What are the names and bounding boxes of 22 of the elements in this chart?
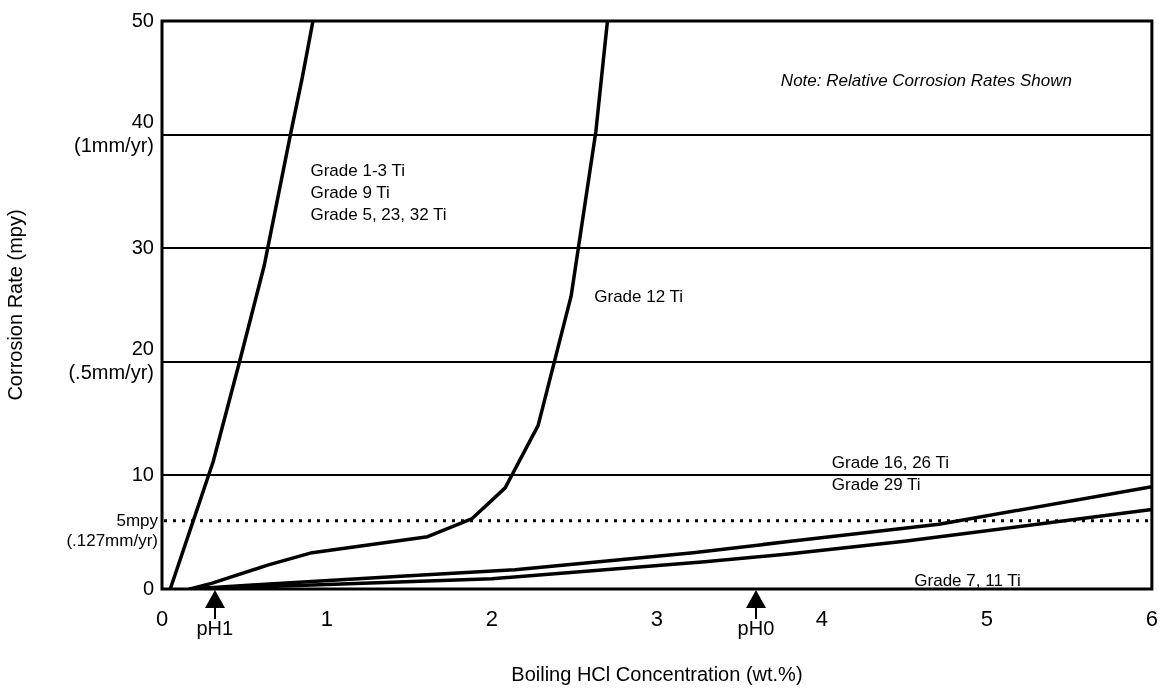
x-tick-label: 3 (650, 606, 664, 632)
x-tick-label: 6 (1145, 606, 1159, 632)
x-tick-label: 4 (815, 606, 829, 632)
y-tick-label: 30 (131, 235, 154, 258)
y-tick-label: 0 (142, 576, 154, 599)
y-tick-label: 10 (131, 462, 154, 485)
x-tick-label: 2 (485, 606, 499, 632)
series-label: Grade 16, 26 Ti Grade 29 Ti (831, 453, 950, 495)
x-tick-label: 5 (980, 606, 994, 632)
text: pH1 (196, 616, 234, 639)
x-tick-label: 1 (320, 606, 334, 632)
x-axis-title: Boiling HCl Concentration (wt.%) (511, 662, 803, 685)
y-tick-label: 40 (1mm/yr) (74, 110, 154, 157)
series-label: Grade 12 Ti (594, 287, 684, 307)
y-tick-label: 20 (.5mm/yr) (68, 337, 154, 384)
ref-line-label: 5mpy (.127mm/yr) (66, 511, 159, 551)
annotation: Note: Relative Corrosion Rates Shown (780, 71, 1072, 91)
y-tick-label: 50 (131, 8, 154, 31)
series-label: Grade 7, 11 Ti (914, 571, 1021, 591)
series-label: Grade 1-3 Ti Grade 9 Ti Grade 5, 23, 32 Ti (310, 161, 447, 225)
y-axis-title: Corrosion Rate (mpy) (3, 209, 26, 401)
text: pH0 (737, 616, 775, 639)
